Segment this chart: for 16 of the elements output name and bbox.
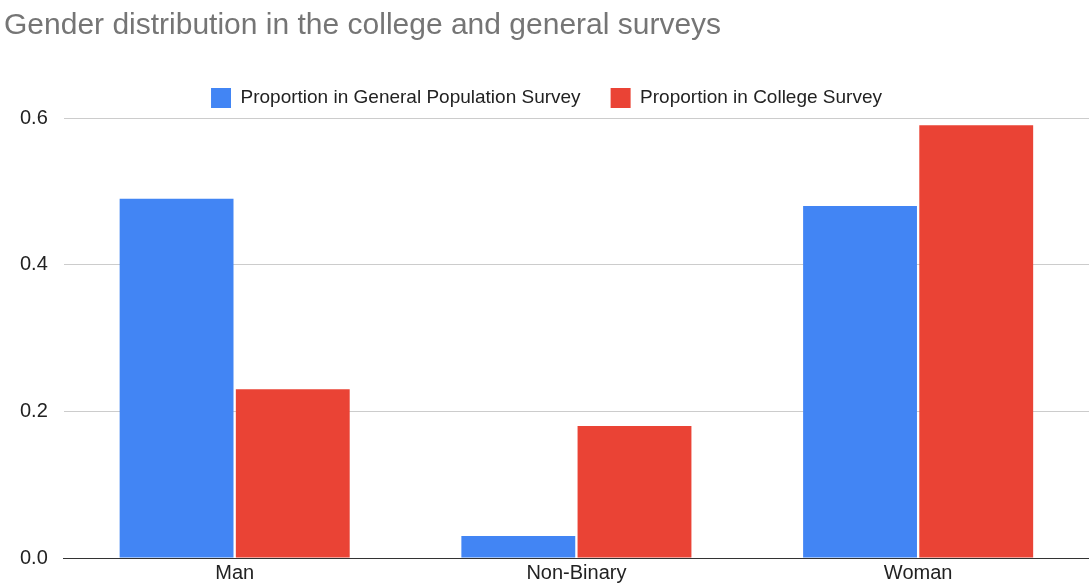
x-tick-label: Non-Binary xyxy=(526,560,627,583)
y-tick-label: 0.0 xyxy=(19,545,48,568)
bar xyxy=(919,125,1034,558)
bar xyxy=(461,536,576,558)
legend-label: Proportion in College Survey xyxy=(640,86,883,108)
bar xyxy=(577,426,692,558)
legend-label: Proportion in General Population Survey xyxy=(240,86,582,108)
y-tick-label: 0.2 xyxy=(19,398,48,421)
y-tick-label: 0.4 xyxy=(19,252,48,275)
bar xyxy=(235,389,350,558)
x-tick-label: Woman xyxy=(883,560,953,583)
chart-title: Gender distribution in the college and general surveys xyxy=(4,7,722,41)
y-tick-label: 0.6 xyxy=(19,105,48,128)
x-tick-label: Man xyxy=(215,560,255,583)
bar xyxy=(119,198,234,558)
bar xyxy=(803,206,917,558)
